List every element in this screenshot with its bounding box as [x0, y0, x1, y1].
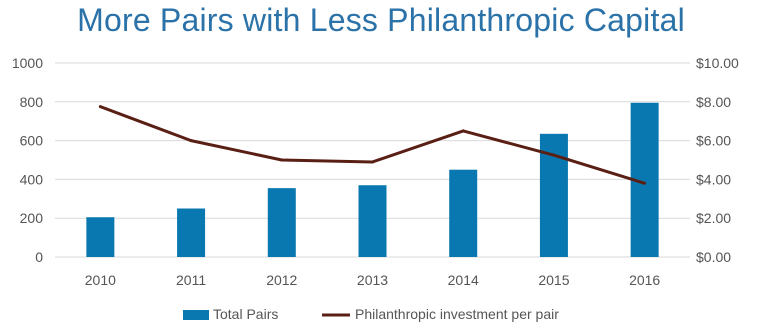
line-point — [98, 105, 102, 109]
bar-total-pairs — [86, 217, 115, 257]
x-tick-label: 2016 — [629, 272, 660, 288]
x-tick-label: 2011 — [176, 272, 206, 288]
chart-title: More Pairs with Less Philanthropic Capit… — [77, 2, 685, 38]
line-point — [189, 139, 193, 143]
y-left-tick-label: 600 — [20, 133, 44, 149]
line-point — [461, 129, 465, 133]
bar-total-pairs — [267, 188, 296, 257]
legend-label-total-pairs: Total Pairs — [213, 306, 278, 322]
y-left-tick-label: 800 — [20, 94, 44, 110]
x-tick-label: 2014 — [448, 272, 479, 288]
x-tick-label: 2012 — [266, 272, 297, 288]
y-left-tick-label: 0 — [35, 249, 43, 265]
y-right-tick-label: $8.00 — [696, 94, 731, 110]
y-right-tick-label: $0.00 — [696, 249, 731, 265]
legend-label-philanthropic: Philanthropic investment per pair — [355, 306, 559, 322]
y-right-tick-label: $4.00 — [696, 171, 731, 187]
line-point — [280, 158, 284, 162]
y-left-tick-label: 200 — [20, 210, 44, 226]
x-tick-label: 2010 — [85, 272, 116, 288]
x-tick-label: 2015 — [538, 272, 569, 288]
bar-total-pairs — [449, 169, 478, 257]
line-point — [643, 181, 647, 185]
y-left-tick-label: 400 — [20, 171, 44, 187]
y-right-tick-label: $2.00 — [696, 210, 731, 226]
y-right-tick-label: $6.00 — [696, 133, 731, 149]
y-right-tick-label: $10.00 — [696, 55, 739, 71]
legend-swatch-total-pairs — [183, 310, 209, 320]
bar-total-pairs — [358, 185, 387, 257]
x-tick-label: 2013 — [357, 272, 388, 288]
y-left-tick-label: 1000 — [12, 55, 43, 71]
line-point — [552, 153, 556, 157]
bar-total-pairs — [177, 208, 206, 257]
line-point — [371, 160, 374, 164]
